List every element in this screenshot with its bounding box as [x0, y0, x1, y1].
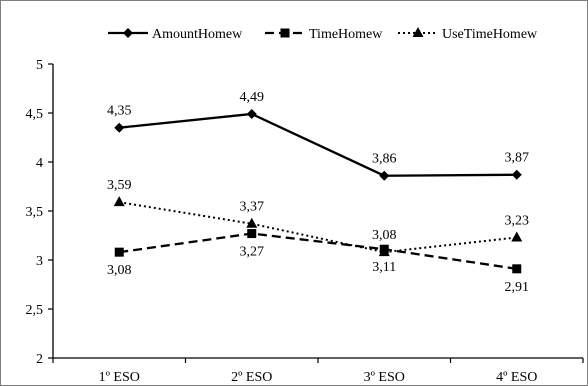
legend-marker — [412, 27, 424, 37]
y-tick-label: 3,5 — [26, 205, 44, 220]
x-tick-label: 1º ESO — [99, 370, 140, 385]
data-point-TimeHomew — [512, 264, 522, 274]
data-point-AmountHomew — [511, 169, 522, 180]
y-tick-label: 4,5 — [26, 107, 44, 122]
y-tick-label: 2,5 — [26, 303, 44, 318]
legend-marker — [280, 28, 290, 38]
y-tick-label: 3 — [36, 254, 43, 269]
series-layer — [113, 108, 523, 274]
legend-item-TimeHomew: TimeHomew — [265, 27, 383, 42]
data-label-AmountHomew: 3,87 — [505, 151, 530, 166]
y-tick-label: 5 — [36, 58, 43, 73]
data-point-UseTimeHomew — [511, 231, 523, 242]
data-label-UseTimeHomew: 3,23 — [505, 213, 530, 228]
data-label-AmountHomew: 3,86 — [372, 152, 397, 167]
x-tick-label: 4º ESO — [496, 370, 537, 385]
data-label-AmountHomew: 4,35 — [107, 104, 132, 119]
series-line-UseTimeHomew — [119, 201, 517, 254]
data-label-UseTimeHomew: 3,59 — [107, 178, 132, 193]
data-label-TimeHomew: 2,91 — [505, 280, 530, 295]
data-label-TimeHomew: 3,11 — [372, 260, 396, 275]
legend-item-UseTimeHomew: UseTimeHomew — [398, 27, 538, 42]
legend-item-AmountHomew: AmountHomew — [108, 27, 243, 42]
series-line-AmountHomew — [119, 112, 517, 177]
data-point-AmountHomew — [114, 122, 125, 133]
data-point-TimeHomew — [247, 229, 257, 239]
data-label-UseTimeHomew: 3,37 — [240, 200, 265, 215]
data-label-AmountHomew: 4,49 — [240, 90, 265, 105]
legend-label: AmountHomew — [152, 27, 243, 42]
data-label-TimeHomew: 3,27 — [240, 245, 265, 260]
data-point-UseTimeHomew — [246, 217, 258, 228]
data-point-AmountHomew — [379, 170, 390, 181]
data-point-TimeHomew — [114, 247, 124, 257]
x-tick-label: 3º ESO — [364, 370, 405, 385]
data-labels: 4,35 4,49 3,86 3,87 3,08 3,27 3,11 2,91 3,59 3,37… — [107, 90, 529, 295]
y-tick-label: 2 — [36, 352, 43, 367]
data-label-TimeHomew: 3,08 — [107, 263, 132, 278]
series-line-TimeHomew — [119, 232, 517, 270]
legend: AmountHomew TimeHomew UseTimeHomew — [108, 27, 538, 42]
data-point-UseTimeHomew — [378, 246, 390, 257]
legend-label: UseTimeHomew — [442, 27, 538, 42]
y-tick-label: 4 — [36, 156, 43, 171]
x-tick-label: 2º ESO — [231, 370, 272, 385]
data-point-UseTimeHomew — [113, 196, 125, 207]
axes: 2 2,5 3 3,5 4 4,5 5 1º ESO 2º ESO 3º ESO 4º ESO — [26, 58, 584, 385]
data-label-UseTimeHomew: 3,08 — [372, 228, 397, 243]
legend-marker — [123, 28, 133, 38]
data-point-AmountHomew — [246, 108, 257, 119]
legend-label: TimeHomew — [309, 27, 383, 42]
